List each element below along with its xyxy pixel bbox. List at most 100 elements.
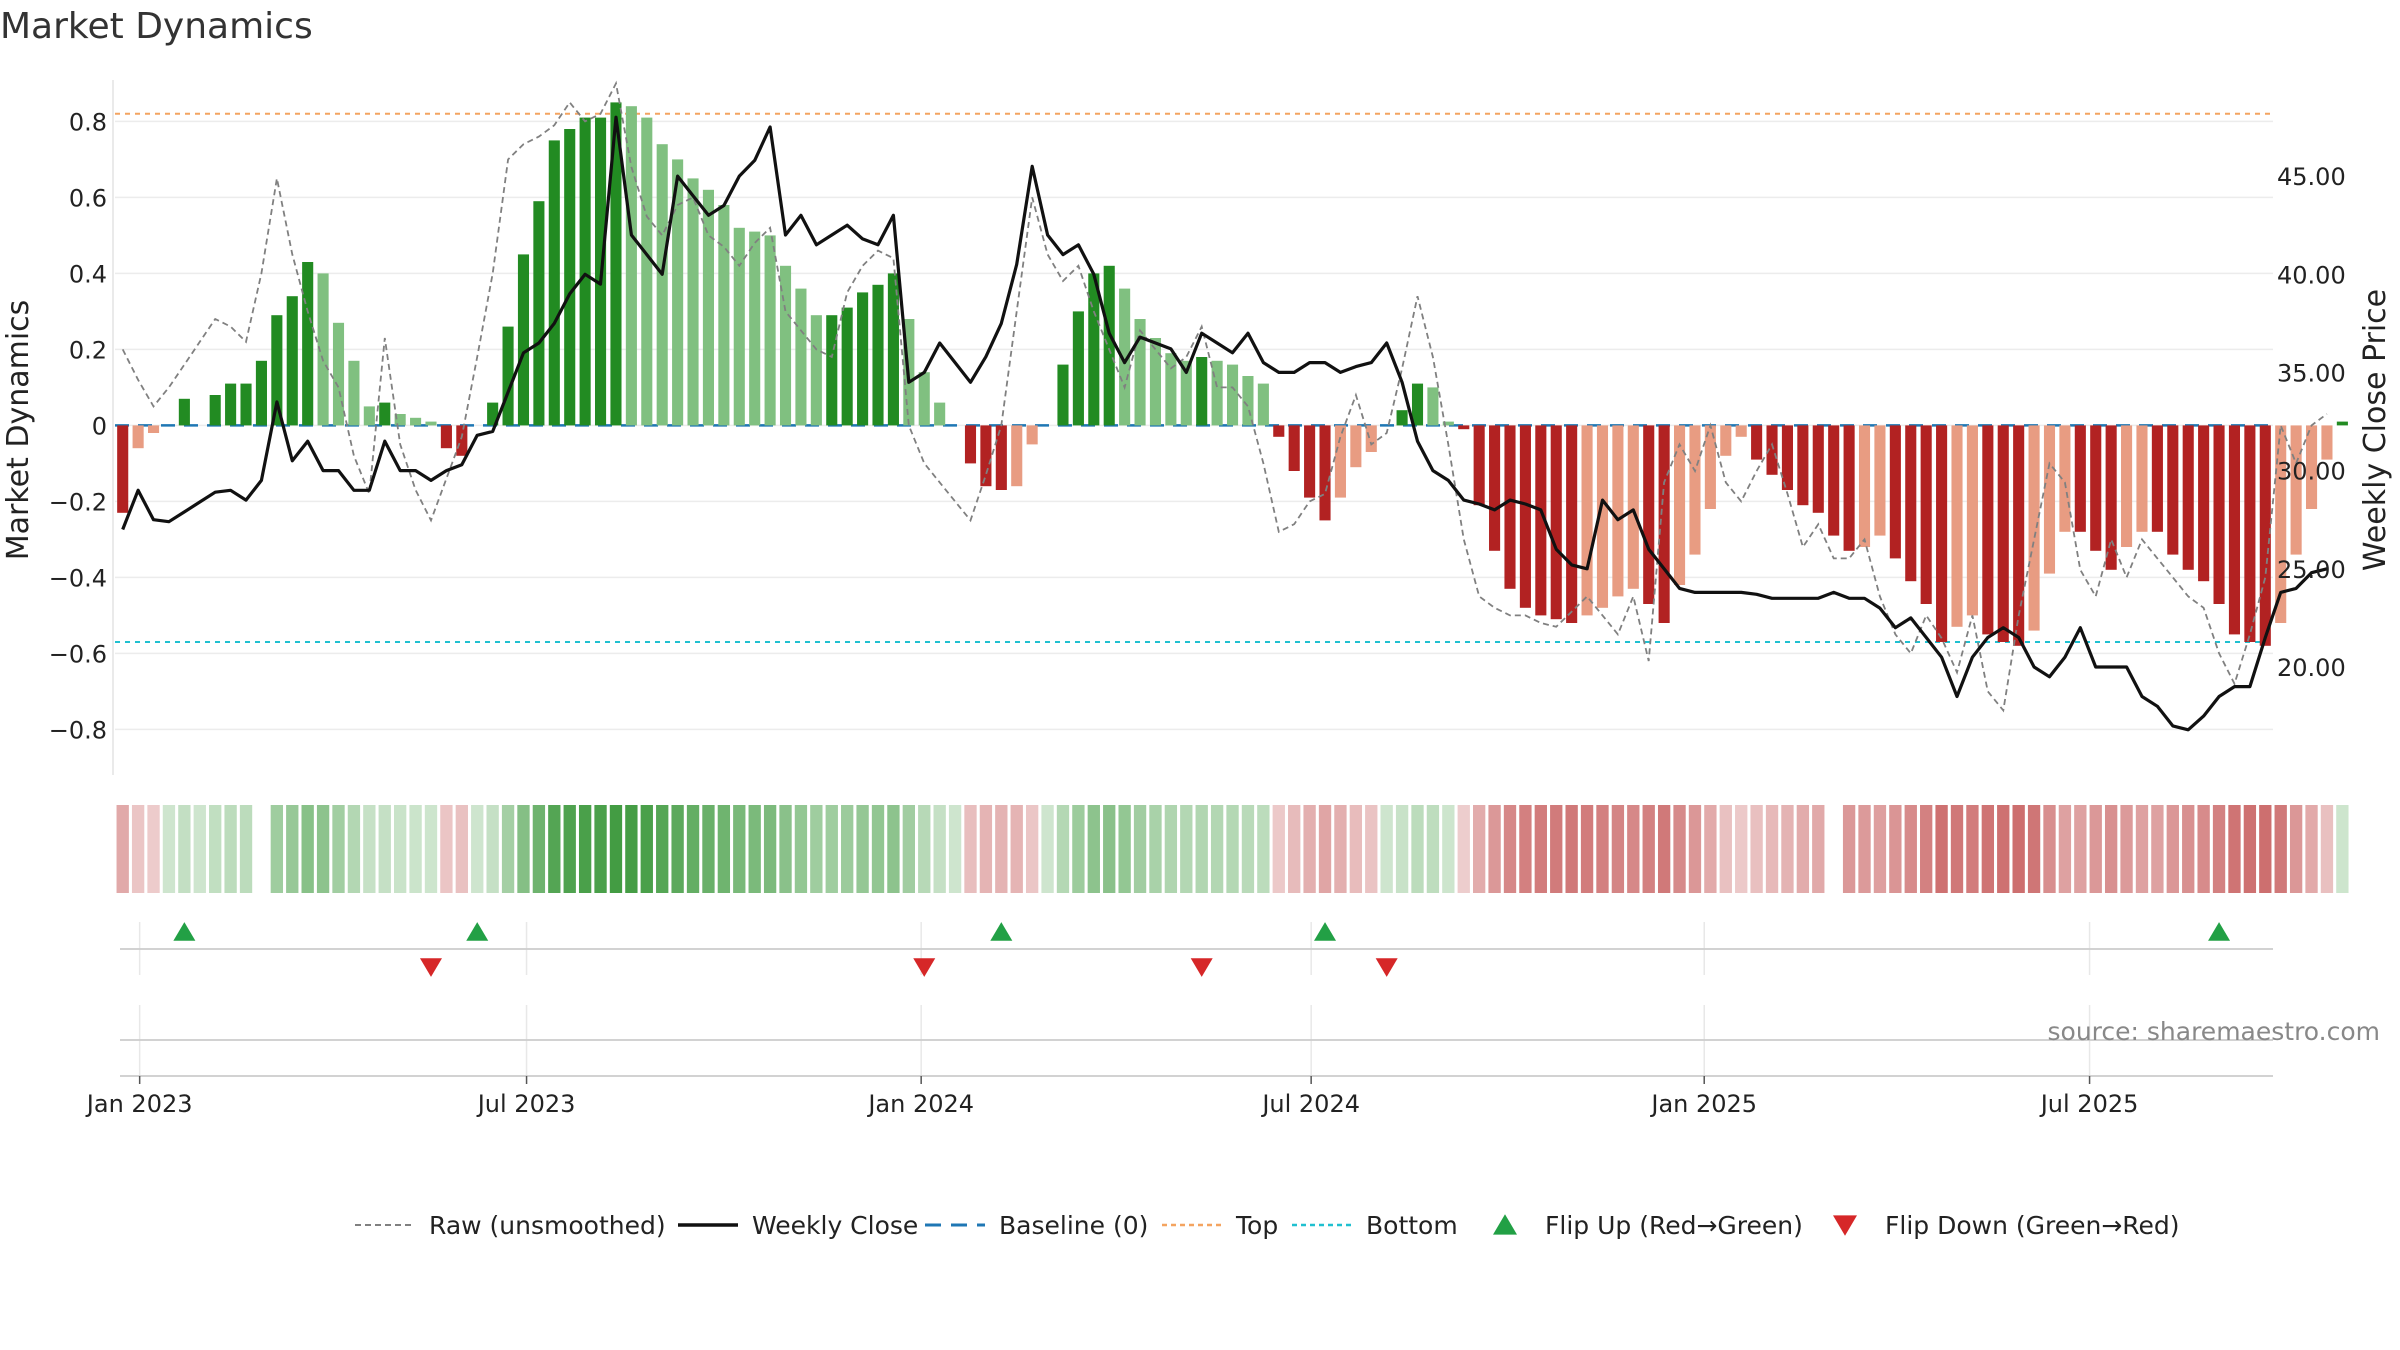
signal-strip-cell <box>1072 805 1085 893</box>
right-tick-label: 20.00 <box>2277 654 2346 682</box>
signal-strip-cell <box>1380 805 1393 893</box>
dynamics-bar <box>1797 425 1809 506</box>
dynamics-bar <box>641 117 653 426</box>
right-tick-label: 35.00 <box>2277 359 2346 387</box>
legend-label: Flip Up (Red→Green) <box>1545 1211 1803 1240</box>
signal-strip-cell <box>1796 805 1810 893</box>
signal-strip-cell <box>1457 805 1470 893</box>
dynamics-bar <box>2121 425 2133 547</box>
dynamics-bar <box>1966 425 1978 616</box>
dynamics-bar <box>2198 425 2210 582</box>
signal-strip-cell <box>378 805 391 893</box>
dynamics-bar <box>1165 353 1177 426</box>
dynamics-bar <box>502 326 514 426</box>
signal-strip-cell <box>1997 805 2010 893</box>
dynamics-bar <box>1119 288 1131 426</box>
signal-strip-cell <box>517 805 530 893</box>
signal-strip-cell <box>779 805 792 893</box>
left-tick-label: −0.4 <box>49 564 107 592</box>
dynamics-bar <box>379 402 391 426</box>
signal-strip-cell <box>1118 805 1131 893</box>
signal-strip-cell <box>702 805 715 893</box>
dynamics-bar <box>1442 421 1454 426</box>
dynamics-bar <box>1858 425 1871 547</box>
signal-strip-cell <box>887 805 900 893</box>
right-axis-title: Weekly Close Price <box>2358 289 2393 571</box>
signal-strip-cell <box>717 805 731 893</box>
signal-strip-cell <box>1442 805 1455 893</box>
signal-strip-cell <box>979 805 993 893</box>
dynamics-bar <box>548 140 560 426</box>
signal-strip-cell <box>440 805 453 893</box>
signal-strip-cell <box>2135 805 2149 893</box>
dynamics-bar <box>487 402 499 426</box>
dynamics-bar <box>672 159 684 426</box>
dynamics-bar <box>2213 425 2225 604</box>
signal-strip-cell <box>239 805 253 893</box>
signal-strip-cell <box>1365 805 1378 893</box>
signal-strip-cell <box>625 805 638 893</box>
signal-strip-cell <box>486 805 499 893</box>
dynamics-bar <box>2290 425 2302 555</box>
flip-down-marker <box>419 958 442 977</box>
signal-strip-cell <box>1349 805 1363 893</box>
signal-strip-cell <box>116 805 129 893</box>
flip-up-marker <box>990 922 1013 941</box>
dynamics-bar <box>1411 383 1424 426</box>
signal-strip-cell <box>1596 805 1609 893</box>
dynamics-bar <box>1211 360 1223 426</box>
dynamics-bar <box>1874 425 1886 536</box>
signal-strip-cell <box>2259 805 2272 893</box>
dynamics-bar <box>1643 425 1655 604</box>
signal-strip-cell <box>1858 805 1871 893</box>
dynamics-bar <box>255 360 267 426</box>
signal-strip-cell <box>2336 805 2349 893</box>
dynamics-bar <box>1828 425 1840 536</box>
signal-strip-cell <box>609 805 623 893</box>
signal-strip-cell <box>841 805 854 893</box>
dynamics-bar <box>1365 425 1377 452</box>
dynamics-bar <box>857 292 869 426</box>
signal-strip-cell <box>686 805 700 893</box>
signal-strip-cell <box>1627 805 1640 893</box>
legend-swatch-flip-down <box>1833 1215 1857 1236</box>
signal-strip-cell <box>856 805 869 893</box>
flip-up-marker <box>2208 922 2231 941</box>
dynamics-bar <box>440 425 452 449</box>
dynamics-bar <box>610 102 622 426</box>
signal-strip-cell <box>1688 805 1702 893</box>
x-tick-label: Jan 2025 <box>1649 1090 1757 1118</box>
signal-strip-cell <box>1133 805 1147 893</box>
dynamics-bar <box>1103 265 1115 426</box>
signal-strip-cell <box>2089 805 2102 893</box>
signal-strip-cell <box>1025 805 1039 893</box>
dynamics-bar <box>687 178 699 426</box>
dynamics-bar <box>1180 360 1192 426</box>
dynamics-bar <box>1951 425 1963 627</box>
x-tick-label: Jul 2025 <box>2039 1090 2139 1118</box>
left-tick-label: −0.8 <box>49 716 107 744</box>
right-tick-label: 30.00 <box>2277 458 2346 486</box>
dynamics-bar <box>1920 425 1932 604</box>
legend-label: Flip Down (Green→Red) <box>1885 1211 2180 1240</box>
dynamics-bar <box>2059 425 2071 532</box>
dynamics-bar <box>1781 425 1793 490</box>
signal-strip-cell <box>1873 805 1887 893</box>
signal-strip-cell <box>178 805 191 893</box>
right-axis: 45.00 40.00 35.00 30.00 25.00 20.00 <box>2277 163 2346 682</box>
dynamics-bar <box>1905 425 1917 582</box>
dynamics-bar <box>2182 425 2194 570</box>
dynamics-bar <box>410 417 422 426</box>
dynamics-bar <box>918 372 930 426</box>
dynamics-bar <box>2105 425 2117 570</box>
dynamics-bar <box>1196 357 1208 426</box>
signal-strip-cell <box>1781 805 1794 893</box>
dynamics-bar <box>1427 387 1439 426</box>
x-tick-label: Jul 2024 <box>1260 1090 1360 1118</box>
dynamics-bar <box>733 227 745 426</box>
reference-lines <box>115 112 2273 643</box>
flip-markers-panel <box>120 922 2273 977</box>
dynamics-bar <box>117 425 129 513</box>
signal-strip-cell <box>2166 805 2179 893</box>
dynamics-bar <box>425 421 437 426</box>
